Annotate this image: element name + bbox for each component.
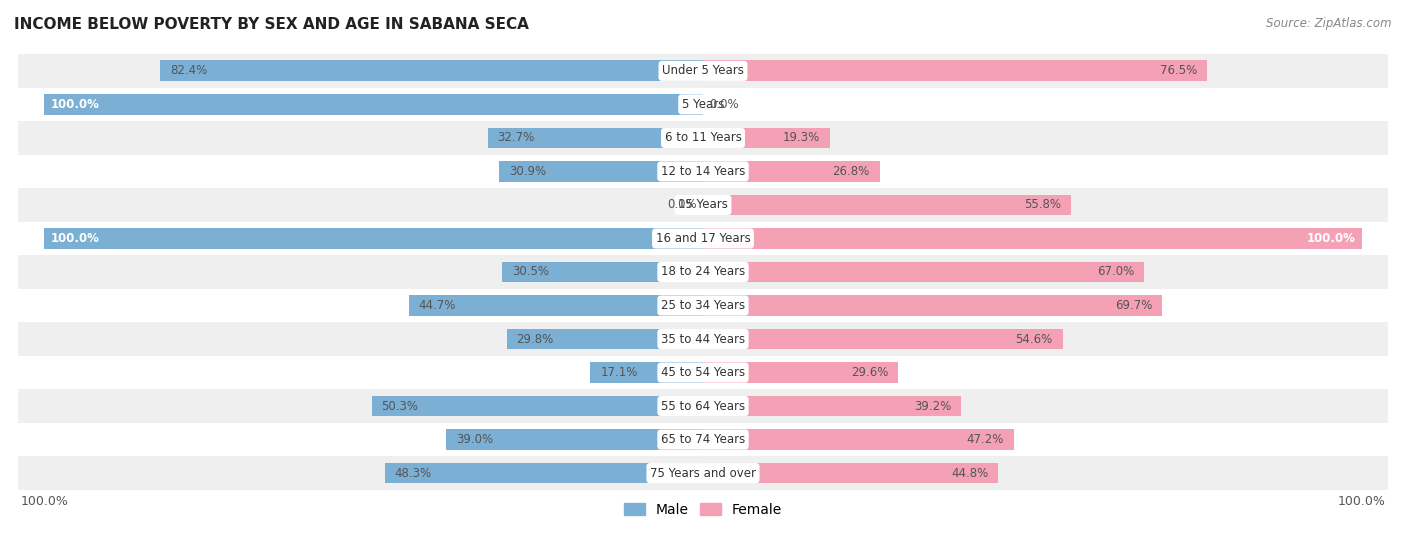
Bar bbox=[0, 289, 1406, 322]
Bar bbox=[0, 222, 1406, 255]
Text: 30.9%: 30.9% bbox=[509, 165, 547, 178]
Text: 26.8%: 26.8% bbox=[832, 165, 870, 178]
Text: 30.5%: 30.5% bbox=[512, 266, 548, 278]
Text: 45 to 54 Years: 45 to 54 Years bbox=[661, 366, 745, 379]
Bar bbox=[0, 88, 1406, 121]
Bar bbox=[703, 161, 880, 182]
Text: 6 to 11 Years: 6 to 11 Years bbox=[665, 131, 741, 144]
Bar bbox=[0, 54, 1406, 88]
Text: 44.8%: 44.8% bbox=[950, 467, 988, 480]
Bar bbox=[45, 228, 703, 249]
Text: 44.7%: 44.7% bbox=[419, 299, 456, 312]
Bar bbox=[703, 295, 1163, 316]
Bar bbox=[371, 396, 703, 416]
Text: 100.0%: 100.0% bbox=[1306, 232, 1355, 245]
Bar bbox=[385, 463, 703, 484]
Bar bbox=[0, 121, 1406, 155]
Bar bbox=[499, 161, 703, 182]
Text: 65 to 74 Years: 65 to 74 Years bbox=[661, 433, 745, 446]
Text: 19.3%: 19.3% bbox=[783, 131, 820, 144]
Text: 5 Years: 5 Years bbox=[682, 98, 724, 111]
Text: 50.3%: 50.3% bbox=[381, 400, 419, 413]
Bar bbox=[506, 329, 703, 349]
Bar bbox=[703, 228, 1361, 249]
Bar bbox=[703, 195, 1070, 215]
Bar bbox=[0, 389, 1406, 423]
Text: 0.0%: 0.0% bbox=[710, 98, 740, 111]
Text: 75 Years and over: 75 Years and over bbox=[650, 467, 756, 480]
Bar bbox=[703, 429, 1014, 450]
Text: 32.7%: 32.7% bbox=[498, 131, 534, 144]
Bar bbox=[0, 423, 1406, 456]
Bar bbox=[703, 396, 962, 416]
Bar bbox=[703, 127, 830, 148]
Text: 12 to 14 Years: 12 to 14 Years bbox=[661, 165, 745, 178]
Text: 29.6%: 29.6% bbox=[851, 366, 889, 379]
Text: 47.2%: 47.2% bbox=[967, 433, 1004, 446]
Text: 55.8%: 55.8% bbox=[1024, 198, 1060, 211]
Text: 48.3%: 48.3% bbox=[395, 467, 432, 480]
Text: 82.4%: 82.4% bbox=[170, 64, 208, 77]
Text: 15 Years: 15 Years bbox=[678, 198, 728, 211]
Text: 54.6%: 54.6% bbox=[1015, 333, 1053, 345]
Bar bbox=[0, 356, 1406, 389]
Text: 18 to 24 Years: 18 to 24 Years bbox=[661, 266, 745, 278]
Bar bbox=[409, 295, 703, 316]
Bar bbox=[0, 322, 1406, 356]
Bar bbox=[0, 188, 1406, 222]
Bar bbox=[160, 60, 703, 81]
Text: 100.0%: 100.0% bbox=[51, 232, 100, 245]
Text: 0.0%: 0.0% bbox=[666, 198, 696, 211]
Bar bbox=[591, 362, 703, 383]
Text: Under 5 Years: Under 5 Years bbox=[662, 64, 744, 77]
Text: INCOME BELOW POVERTY BY SEX AND AGE IN SABANA SECA: INCOME BELOW POVERTY BY SEX AND AGE IN S… bbox=[14, 17, 529, 32]
Text: 29.8%: 29.8% bbox=[516, 333, 554, 345]
Bar bbox=[703, 262, 1144, 282]
Bar bbox=[502, 262, 703, 282]
Bar bbox=[0, 155, 1406, 188]
Text: 39.2%: 39.2% bbox=[914, 400, 952, 413]
Text: 39.0%: 39.0% bbox=[456, 433, 494, 446]
Text: 17.1%: 17.1% bbox=[600, 366, 638, 379]
Text: 35 to 44 Years: 35 to 44 Years bbox=[661, 333, 745, 345]
Bar bbox=[45, 94, 703, 115]
Bar bbox=[0, 456, 1406, 490]
Text: 55 to 64 Years: 55 to 64 Years bbox=[661, 400, 745, 413]
Bar bbox=[703, 329, 1063, 349]
Bar bbox=[0, 255, 1406, 289]
Legend: Male, Female: Male, Female bbox=[619, 497, 787, 522]
Text: Source: ZipAtlas.com: Source: ZipAtlas.com bbox=[1267, 17, 1392, 30]
Bar bbox=[703, 362, 898, 383]
Text: 69.7%: 69.7% bbox=[1115, 299, 1152, 312]
Bar bbox=[703, 463, 998, 484]
Text: 100.0%: 100.0% bbox=[51, 98, 100, 111]
Text: 76.5%: 76.5% bbox=[1160, 64, 1197, 77]
Bar bbox=[488, 127, 703, 148]
Bar bbox=[703, 60, 1206, 81]
Bar bbox=[446, 429, 703, 450]
Text: 67.0%: 67.0% bbox=[1097, 266, 1135, 278]
Text: 25 to 34 Years: 25 to 34 Years bbox=[661, 299, 745, 312]
Text: 16 and 17 Years: 16 and 17 Years bbox=[655, 232, 751, 245]
